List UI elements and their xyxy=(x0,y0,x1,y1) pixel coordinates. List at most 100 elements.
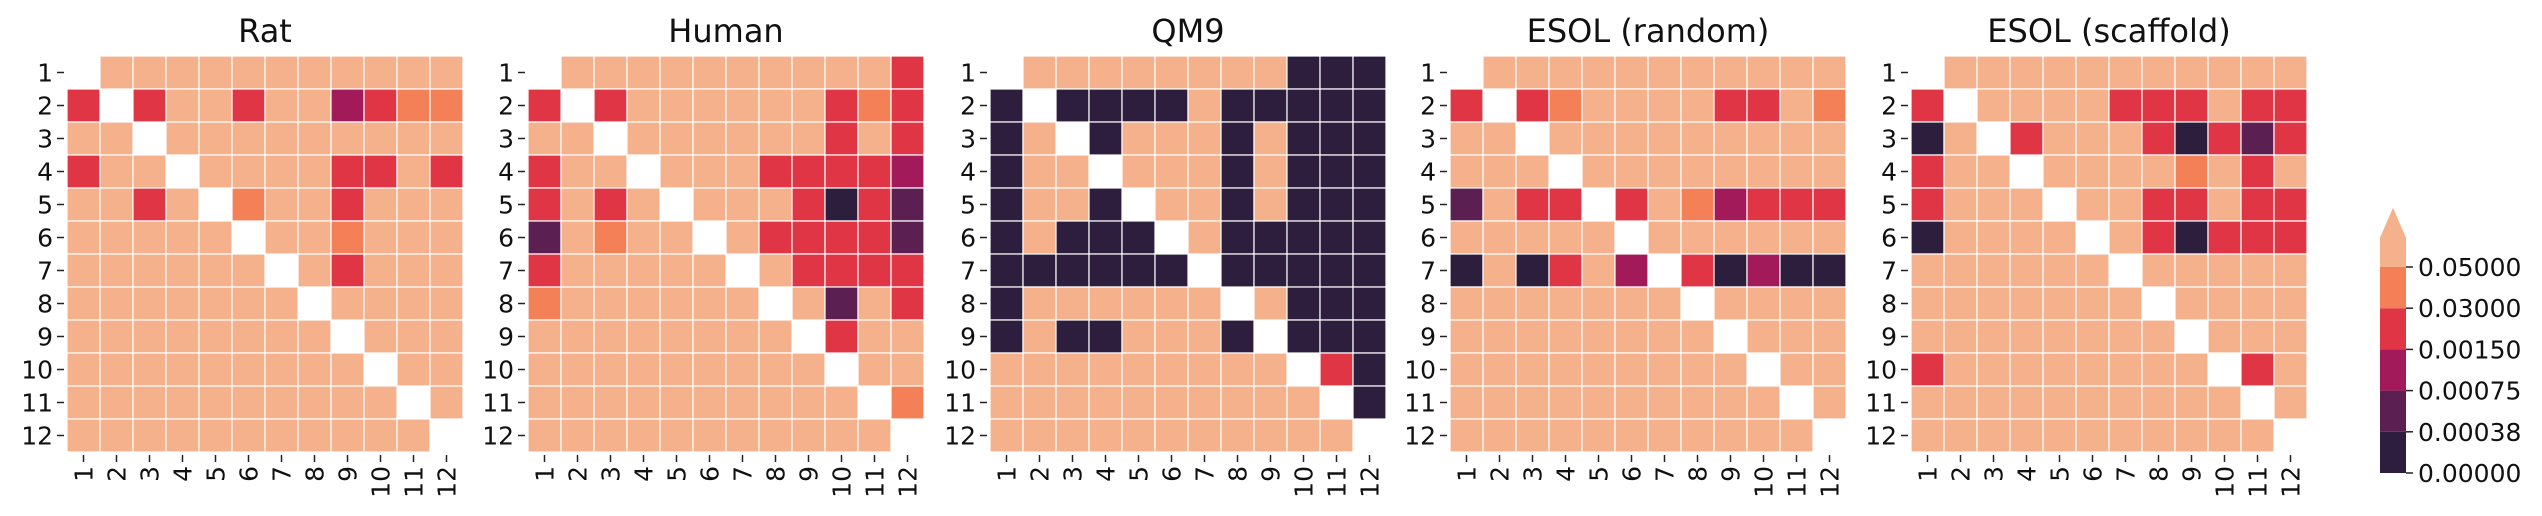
x-tick-label: 6 xyxy=(1158,466,1187,482)
x-tick-label: 5 xyxy=(2046,466,2075,482)
heatmap-cell xyxy=(1022,286,1057,321)
heatmap-cell xyxy=(1910,220,1945,255)
heatmap-cell xyxy=(890,253,925,288)
heatmap-cell xyxy=(824,253,859,288)
heatmap-cell xyxy=(725,88,760,123)
x-tick-label: 2 xyxy=(1026,466,1055,482)
heatmap-cell xyxy=(66,88,101,123)
heatmap-cell xyxy=(1680,319,1715,354)
heatmap-cell xyxy=(198,121,233,156)
heatmap-cell xyxy=(758,55,793,90)
heatmap-cell xyxy=(1713,253,1748,288)
heatmap-cell xyxy=(99,55,134,90)
heatmap-cell xyxy=(1614,154,1649,189)
heatmap-cell xyxy=(1154,385,1189,420)
y-tick-label: 11 xyxy=(944,389,976,418)
heatmap-cell xyxy=(1482,319,1517,354)
heatmap-cell xyxy=(1187,220,1222,255)
x-tick-label: 2 xyxy=(103,466,132,482)
heatmap-cell xyxy=(1319,253,1354,288)
heatmap-cell xyxy=(1352,187,1387,222)
heatmap-cell xyxy=(1286,253,1321,288)
y-tick-label: 2 xyxy=(37,92,53,121)
heatmap-cell xyxy=(429,220,464,255)
heatmap-cell xyxy=(2207,88,2242,123)
heatmap-cell xyxy=(1449,253,1484,288)
heatmap-cell xyxy=(989,286,1024,321)
heatmap-cell xyxy=(1055,88,1090,123)
heatmap-cell xyxy=(363,88,398,123)
heatmap-cell xyxy=(2174,418,2209,453)
heatmap-cell xyxy=(1976,187,2011,222)
heatmap-cell xyxy=(1055,55,1090,90)
colorbar-segment xyxy=(2380,431,2406,473)
heatmap-cell xyxy=(429,121,464,156)
y-tick-label: 6 xyxy=(960,224,976,253)
y-tick-label: 10 xyxy=(482,356,514,385)
heatmap-cell xyxy=(1154,187,1189,222)
heatmap-cell xyxy=(429,319,464,354)
heatmap-cell xyxy=(396,220,431,255)
heatmap-cell xyxy=(99,253,134,288)
heatmap-cell xyxy=(890,55,925,90)
x-tick-label: 7 xyxy=(268,466,297,482)
heatmap-cell xyxy=(857,319,892,354)
heatmap-cell xyxy=(2009,88,2044,123)
y-tick-label: 1 xyxy=(498,59,514,88)
heatmap-cell xyxy=(2042,352,2077,387)
heatmap-cell xyxy=(1581,385,1616,420)
heatmap-cell xyxy=(1910,352,1945,387)
heatmap-cell xyxy=(1515,385,1550,420)
heatmap-cell xyxy=(890,121,925,156)
heatmap-cell xyxy=(198,286,233,321)
heatmap-cell xyxy=(396,352,431,387)
heatmap-cell xyxy=(626,418,661,453)
y-tick-label: 3 xyxy=(37,125,53,154)
heatmap-cell xyxy=(1220,352,1255,387)
heatmap-cell xyxy=(1449,352,1484,387)
heatmap-cell xyxy=(1154,55,1189,90)
heatmap-cell xyxy=(1286,121,1321,156)
heatmap-cell xyxy=(1812,286,1847,321)
heatmap-cell xyxy=(791,55,826,90)
heatmap-cell xyxy=(2075,154,2110,189)
x-tick-label: 12 xyxy=(2277,466,2306,498)
heatmap-cell xyxy=(330,121,365,156)
heatmap-cell xyxy=(1779,187,1814,222)
heatmap-cell xyxy=(1319,187,1354,222)
heatmap-cell xyxy=(791,286,826,321)
heatmap-cell xyxy=(626,220,661,255)
heatmap-cell xyxy=(560,121,595,156)
heatmap-cell xyxy=(1976,385,2011,420)
y-tick-label: 6 xyxy=(37,224,53,253)
heatmap-cell xyxy=(231,253,266,288)
heatmap-cell xyxy=(2042,286,2077,321)
heatmap-cell xyxy=(1614,385,1649,420)
heatmap-cell xyxy=(2042,220,2077,255)
heatmap-cell xyxy=(2240,121,2275,156)
y-tick-label: 7 xyxy=(1881,257,1897,286)
panel-title: Rat xyxy=(238,12,292,50)
heatmap-cell xyxy=(231,88,266,123)
heatmap-cell xyxy=(1088,352,1123,387)
heatmap-cell xyxy=(1352,286,1387,321)
heatmap-cell xyxy=(989,385,1024,420)
heatmap-cell xyxy=(330,418,365,453)
x-tick-label: 11 xyxy=(400,466,429,498)
heatmap-cell xyxy=(2141,385,2176,420)
heatmap-cell xyxy=(527,220,562,255)
x-tick-label: 4 xyxy=(2013,466,2042,482)
heatmap-cell xyxy=(2075,385,2110,420)
heatmap-cell xyxy=(1352,121,1387,156)
colorbar-segment xyxy=(2380,308,2406,350)
heatmap-cell xyxy=(1548,253,1583,288)
x-tick-label: 12 xyxy=(433,466,462,498)
heatmap-cell xyxy=(725,286,760,321)
heatmap-cell xyxy=(1515,220,1550,255)
heatmap-cell xyxy=(758,154,793,189)
heatmap-cell xyxy=(659,220,694,255)
heatmap-cell xyxy=(165,352,200,387)
heatmap-cell xyxy=(264,220,299,255)
heatmap-cell xyxy=(66,121,101,156)
